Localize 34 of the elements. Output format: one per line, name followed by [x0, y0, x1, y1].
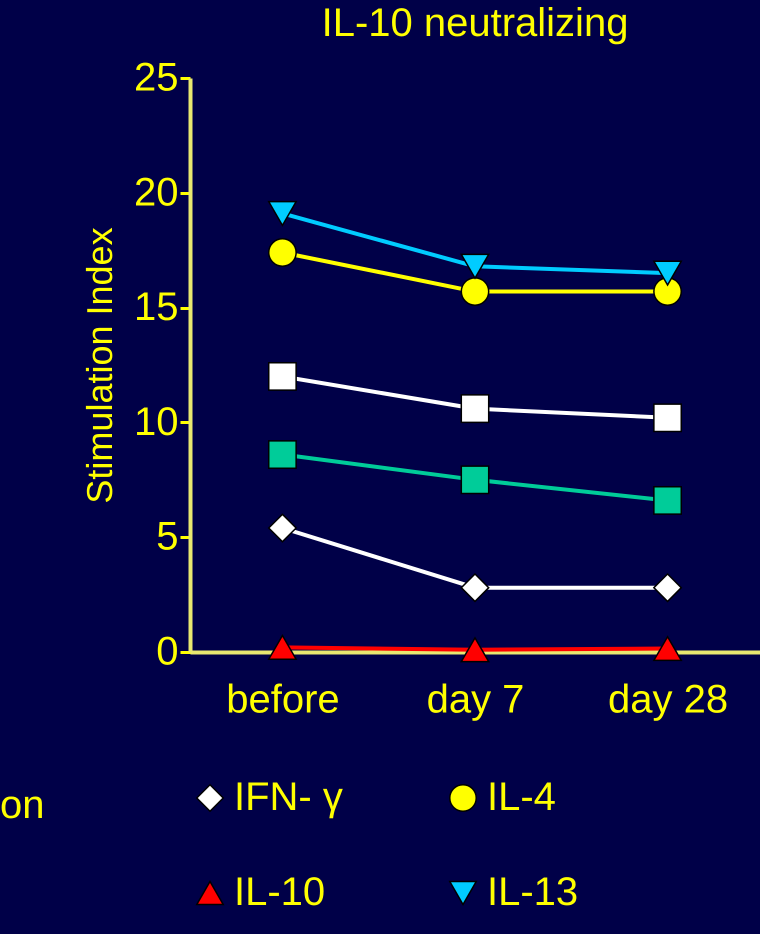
legend-label: IFN- γ: [234, 775, 343, 819]
point: [653, 486, 682, 515]
point: [653, 277, 682, 306]
legend-label: IL-4: [487, 775, 556, 819]
point: [460, 637, 490, 662]
legend-label: IL-10: [234, 870, 326, 914]
point: [460, 573, 490, 602]
legend-label: IL-13: [487, 870, 578, 914]
point: [460, 254, 490, 279]
point: [653, 403, 682, 432]
point: [268, 200, 297, 226]
point: [653, 636, 682, 662]
point: [268, 634, 297, 660]
y-tick-label: 15: [134, 285, 178, 330]
y-axis-title: Stimulation Index: [79, 227, 120, 504]
y-tick-label: 10: [134, 400, 178, 444]
x-tick-label: day 28: [608, 678, 728, 722]
text: on: [0, 783, 44, 827]
y-tick-label: 5: [156, 514, 178, 559]
x-tick-label: before: [226, 678, 340, 722]
point: [460, 277, 490, 306]
point: [460, 465, 490, 494]
chart-title: IL-10 neutralizing: [322, 1, 628, 45]
y-tick-label: 0: [156, 630, 178, 674]
point: [653, 260, 682, 286]
point: [460, 394, 490, 424]
y-tick-label: 20: [134, 170, 178, 214]
point: [268, 362, 297, 391]
point: [268, 238, 297, 267]
point: [268, 514, 297, 542]
y-tick-label: 25: [134, 56, 178, 100]
point: [268, 440, 297, 469]
x-tick-label: day 7: [426, 678, 524, 722]
point: [653, 573, 682, 602]
